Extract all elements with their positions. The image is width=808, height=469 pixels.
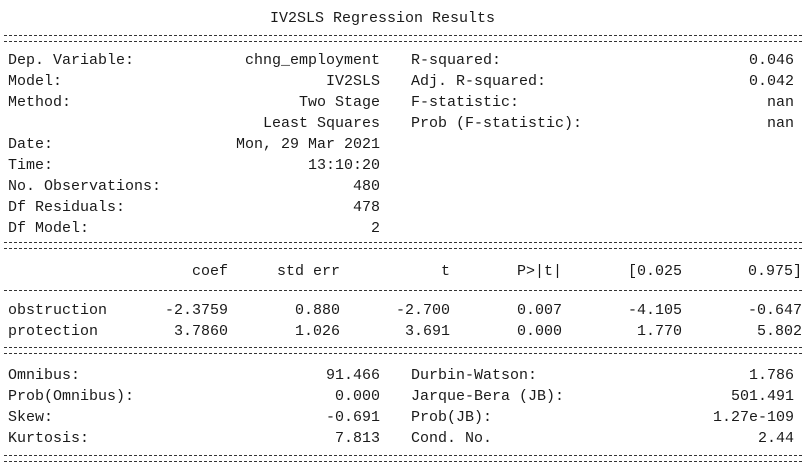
prob-f-statistic-value: nan [766,115,794,132]
ci-upper-value: -0.647 [747,302,802,319]
ci-lower-value: 1.770 [636,323,682,340]
cond-no-label: Cond. No. [411,430,493,447]
skew-value: -0.691 [325,409,380,426]
durbin-watson-label: Durbin-Watson: [411,367,538,384]
method-value-continued: Least Squares [262,115,380,132]
model-label: Model: [8,73,63,90]
df-model-label: Df Model: [8,220,90,237]
df-residuals-value: 478 [352,199,380,216]
variable-name: obstruction [8,302,108,319]
df-residuals-label: Df Residuals: [8,199,126,216]
df-model-value: 2 [370,220,380,237]
time-value: 13:10:20 [307,157,380,174]
column-header: [0.025 [627,263,682,280]
jarque-bera-label: Jarque-Bera (JB): [411,388,565,405]
kurtosis-value: 7.813 [334,430,380,447]
coef-value: -2.3759 [164,302,228,319]
cond-no-value: 2.44 [757,430,794,447]
kurtosis-label: Kurtosis: [8,430,90,447]
ci-upper-value: 5.802 [756,323,802,340]
column-header: coef [191,263,228,280]
p-value: 0.000 [516,323,562,340]
prob-omnibus-label: Prob(Omnibus): [8,388,135,405]
omnibus-label: Omnibus: [8,367,81,384]
date-value: Mon, 29 Mar 2021 [235,136,380,153]
observations-value: 480 [352,178,380,195]
variable-name: protection [8,323,99,340]
r-squared-label: R-squared: [411,52,502,69]
dep-variable-label: Dep. Variable: [8,52,135,69]
column-header: P>|t| [516,263,562,280]
column-header: std err [276,263,340,280]
r-squared-value: 0.046 [748,52,794,69]
jarque-bera-value: 501.491 [730,388,794,405]
column-header: t [440,263,450,280]
adj-r-squared-label: Adj. R-squared: [411,73,547,90]
prob-jb-value: 1.27e-109 [712,409,794,426]
f-statistic-label: F-statistic: [411,94,520,111]
std-err-value: 0.880 [294,302,340,319]
ci-lower-value: -4.105 [627,302,682,319]
prob-jb-label: Prob(JB): [411,409,493,426]
prob-f-statistic-label: Prob (F-statistic): [411,115,583,132]
t-value: -2.700 [395,302,450,319]
std-err-value: 1.026 [294,323,340,340]
column-header: 0.975] [747,263,802,280]
observations-label: No. Observations: [8,178,162,195]
t-value: 3.691 [404,323,450,340]
double-rule-coef-end [4,347,802,354]
durbin-watson-value: 1.786 [748,367,794,384]
f-statistic-value: nan [766,94,794,111]
method-value: Two Stage [298,94,380,111]
page-title: IV2SLS Regression Results [270,10,496,27]
method-label: Method: [8,94,72,111]
adj-r-squared-value: 0.042 [748,73,794,90]
skew-label: Skew: [8,409,54,426]
prob-omnibus-value: 0.000 [334,388,380,405]
p-value: 0.007 [516,302,562,319]
coef-value: 3.7860 [173,323,228,340]
double-rule-header-end [4,242,802,249]
double-rule-top [4,35,802,42]
date-label: Date: [8,136,54,153]
double-rule-bottom [4,455,802,462]
time-label: Time: [8,157,54,174]
model-value: IV2SLS [325,73,380,90]
omnibus-value: 91.466 [325,367,380,384]
dep-variable-value: chng_employment [244,52,380,69]
rule-coef-header [4,290,802,291]
